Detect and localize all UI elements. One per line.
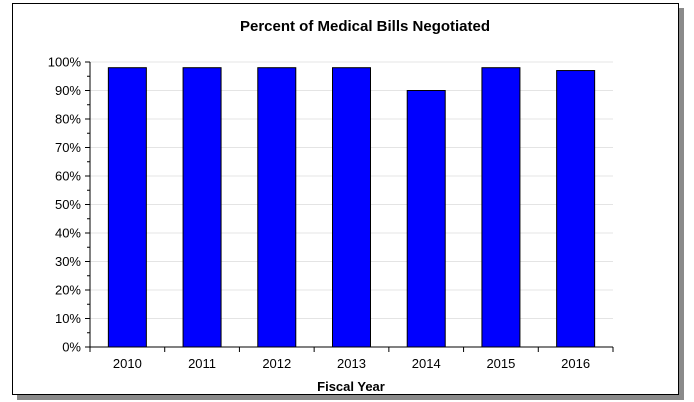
y-tick-label: 100% — [48, 55, 82, 70]
axes — [85, 61, 614, 352]
y-tick-label: 10% — [55, 311, 81, 326]
x-tick-label: 2016 — [561, 356, 590, 371]
y-tick-label: 60% — [55, 169, 81, 184]
bar-2011 — [182, 67, 222, 348]
chart-title: Percent of Medical Bills Negotiated — [240, 18, 490, 35]
y-tick-label: 50% — [55, 197, 81, 212]
bar-2012 — [257, 67, 297, 348]
x-axis-title: Fiscal Year — [317, 379, 385, 394]
y-tick-label: 40% — [55, 226, 81, 241]
y-tick-labels: 0% 10% 20% 30% 40% 50% 60% 70% 80% 90% 100% — [48, 55, 82, 355]
y-tick-label: 0% — [62, 340, 81, 355]
x-tick-labels: 2010 2011 2012 2013 2014 2015 2016 — [113, 356, 590, 371]
y-tick-label: 30% — [55, 254, 81, 269]
bar-2014 — [406, 90, 446, 348]
x-tick-label: 2011 — [188, 356, 216, 371]
x-tick-label: 2014 — [412, 356, 441, 371]
y-tick-label: 20% — [55, 283, 81, 298]
y-tick-label: 80% — [55, 112, 81, 127]
x-tick-label: 2012 — [262, 356, 291, 371]
bars — [107, 67, 596, 348]
bar-2013 — [332, 67, 371, 348]
y-tick-label: 90% — [55, 83, 81, 98]
x-tick-label: 2015 — [486, 356, 515, 371]
x-tick-label: 2010 — [113, 356, 142, 371]
bar-2010 — [107, 67, 147, 348]
bar-2015 — [481, 67, 521, 348]
x-tick-label: 2013 — [337, 356, 366, 371]
y-tick-label: 70% — [55, 140, 81, 155]
bar-2016 — [556, 70, 596, 348]
